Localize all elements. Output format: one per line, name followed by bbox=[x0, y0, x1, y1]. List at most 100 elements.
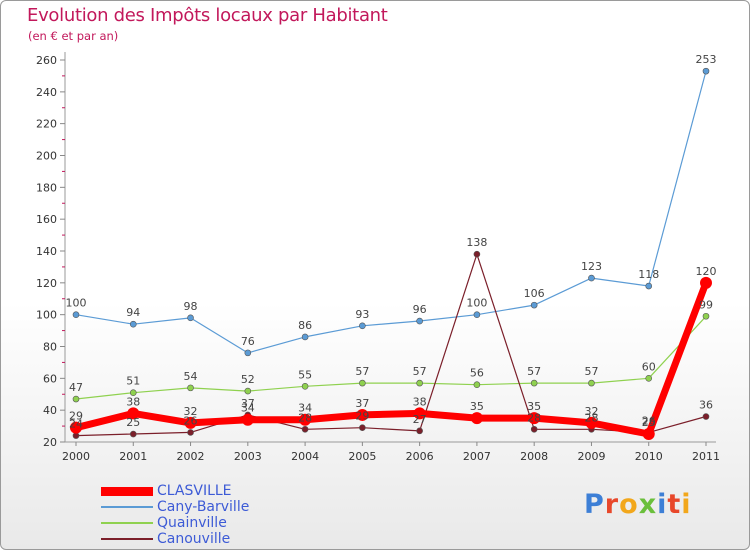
data-point bbox=[301, 333, 309, 341]
legend-item: Quainville bbox=[101, 515, 361, 531]
legend-swatch bbox=[101, 522, 153, 524]
tick-labels: 20 40 60 80 100 120 140 160 180 200 220 240 260 2000 2… bbox=[36, 54, 720, 463]
x-tick-label: 2005 bbox=[348, 450, 376, 463]
data-label: 118 bbox=[638, 268, 659, 281]
legend-label: CLASVILLE bbox=[157, 483, 232, 499]
data-label: 57 bbox=[355, 365, 369, 378]
x-tick-label: 2006 bbox=[406, 450, 434, 463]
series-line-quainville bbox=[75, 315, 707, 400]
data-point bbox=[244, 387, 252, 395]
data-label: 29 bbox=[69, 410, 83, 423]
data-point bbox=[356, 408, 369, 421]
y-tick-label: 240 bbox=[36, 86, 57, 99]
series-lines bbox=[75, 70, 710, 438]
legend-swatch bbox=[101, 538, 153, 540]
data-point bbox=[359, 322, 366, 330]
data-label: 123 bbox=[581, 260, 602, 273]
data-point bbox=[241, 413, 254, 426]
y-tick-label: 120 bbox=[36, 277, 57, 290]
data-point bbox=[359, 424, 366, 431]
y-tick-label: 220 bbox=[36, 118, 57, 131]
series-line-canouville bbox=[75, 253, 707, 437]
chart-subtitle: (en € et par an) bbox=[28, 29, 119, 43]
data-label: 106 bbox=[524, 287, 545, 300]
data-point bbox=[299, 413, 312, 426]
data-label: 120 bbox=[696, 265, 717, 278]
data-label: 94 bbox=[126, 306, 140, 319]
x-tick-label: 2009 bbox=[577, 450, 605, 463]
data-point bbox=[473, 311, 481, 318]
data-label: 98 bbox=[184, 300, 198, 313]
line-chart: 20 40 60 80 100 120 140 160 180 200 220 240 260 2000 2… bbox=[36, 52, 720, 463]
data-point bbox=[416, 427, 423, 435]
series-points bbox=[70, 67, 712, 441]
data-point bbox=[416, 317, 423, 325]
data-label: 253 bbox=[696, 53, 717, 66]
data-point bbox=[530, 301, 538, 309]
legend-item: CLASVILLE bbox=[101, 483, 361, 499]
data-label: 35 bbox=[527, 400, 541, 413]
data-point bbox=[187, 429, 194, 436]
data-label: 26 bbox=[184, 414, 198, 427]
legend-item: Canouville bbox=[101, 531, 361, 547]
data-label: 26 bbox=[642, 414, 656, 427]
data-point bbox=[585, 416, 598, 429]
data-label: 138 bbox=[466, 236, 487, 249]
data-label: 36 bbox=[699, 399, 713, 412]
x-tick-label: 2007 bbox=[463, 450, 491, 463]
data-point bbox=[588, 274, 595, 282]
y-tick-label: 180 bbox=[36, 181, 57, 194]
data-label: 38 bbox=[413, 395, 427, 408]
data-point bbox=[413, 407, 426, 420]
y-tick-label: 80 bbox=[43, 341, 57, 354]
data-label: 28 bbox=[527, 411, 541, 424]
y-tick-label: 40 bbox=[43, 404, 57, 417]
data-label: 51 bbox=[126, 375, 140, 388]
data-point bbox=[702, 413, 710, 420]
data-point bbox=[473, 381, 481, 389]
legend: CLASVILLE Cany-Barville Quainville Canou… bbox=[101, 483, 361, 547]
data-point bbox=[642, 428, 655, 441]
data-point bbox=[244, 349, 252, 357]
data-label: 38 bbox=[126, 395, 140, 408]
y-tick-label: 20 bbox=[43, 436, 57, 449]
data-label: 52 bbox=[241, 373, 255, 386]
data-label: 24 bbox=[69, 418, 83, 431]
data-point bbox=[645, 282, 653, 290]
x-tick-label: 2008 bbox=[520, 450, 548, 463]
data-point bbox=[645, 375, 653, 382]
chart-title: Evolution des Impôts locaux par Habitant bbox=[27, 5, 388, 26]
data-point bbox=[129, 389, 137, 396]
data-label: 25 bbox=[126, 416, 140, 429]
x-tick-label: 2004 bbox=[291, 450, 319, 463]
data-label: 34 bbox=[241, 402, 255, 415]
data-point bbox=[187, 384, 194, 392]
proxiti-logo: Proxiti bbox=[584, 489, 692, 520]
data-point bbox=[129, 320, 137, 328]
legend-item: Cany-Barville bbox=[101, 499, 361, 515]
data-label: 37 bbox=[241, 397, 255, 410]
data-label: 47 bbox=[69, 381, 83, 394]
data-point bbox=[301, 382, 309, 390]
series-line-cany-barville bbox=[75, 70, 707, 354]
data-label: 32 bbox=[584, 405, 598, 418]
data-point bbox=[700, 276, 712, 289]
data-label: 100 bbox=[66, 297, 87, 310]
data-label: 35 bbox=[470, 400, 484, 413]
data-label: 57 bbox=[413, 365, 427, 378]
data-point bbox=[530, 425, 538, 433]
data-label: 100 bbox=[466, 297, 487, 310]
x-tick-label: 2000 bbox=[62, 450, 90, 463]
x-tick-label: 2002 bbox=[177, 450, 205, 463]
data-label: 32 bbox=[184, 405, 198, 418]
data-point bbox=[301, 425, 309, 433]
data-point bbox=[127, 407, 140, 420]
data-label: 27 bbox=[413, 413, 427, 426]
data-label: 29 bbox=[355, 410, 369, 423]
data-point bbox=[187, 314, 194, 322]
y-tick-label: 100 bbox=[36, 309, 57, 322]
data-point bbox=[588, 379, 595, 387]
data-point bbox=[470, 412, 483, 425]
data-point bbox=[70, 421, 82, 434]
